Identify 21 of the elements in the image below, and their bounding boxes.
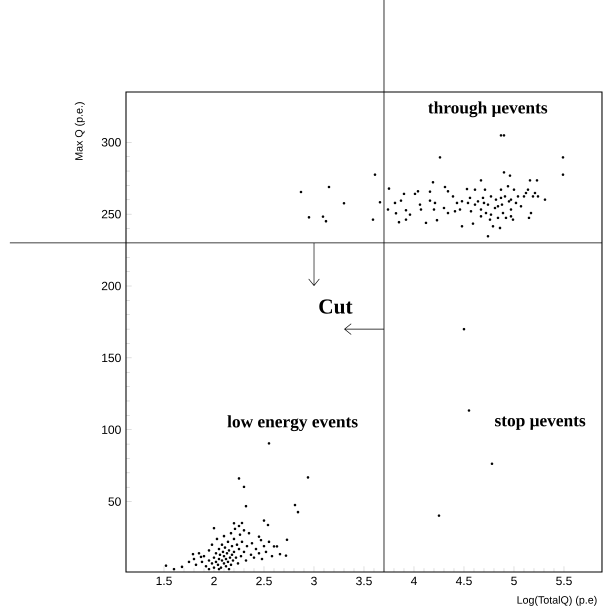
x-tick-label: 4 xyxy=(410,576,417,585)
x-tick-label: 2 xyxy=(211,576,217,586)
x-tick-label: 2.5 xyxy=(256,576,272,586)
x-axis-title: Log(TotalQ) (p.e) xyxy=(518,596,597,606)
y-tick-label: 250 xyxy=(102,210,121,218)
x-tick-label: 3.5 xyxy=(356,576,372,586)
x-tick-label: 4.5 xyxy=(456,576,472,586)
annotation: low energy events xyxy=(227,415,358,432)
y-tick-label: 150 xyxy=(102,354,121,362)
x-tick-label: 1.5 xyxy=(156,576,172,586)
x-tick-label: 5.5 xyxy=(556,576,572,586)
y-tick-label: 300 xyxy=(102,138,121,147)
y-axis-title: Max Q (p.e.) xyxy=(74,102,85,160)
x-tick-label: 5 xyxy=(511,576,517,586)
y-tick-label: 100 xyxy=(102,425,121,434)
x-tick-label: 3 xyxy=(311,576,317,586)
y-tick-label: 50 xyxy=(108,497,121,506)
annotation: Cut xyxy=(319,299,353,314)
annotation: stop μevents xyxy=(495,416,586,430)
annotation: through μevents xyxy=(428,101,548,118)
y-tick-label: 200 xyxy=(102,282,121,290)
